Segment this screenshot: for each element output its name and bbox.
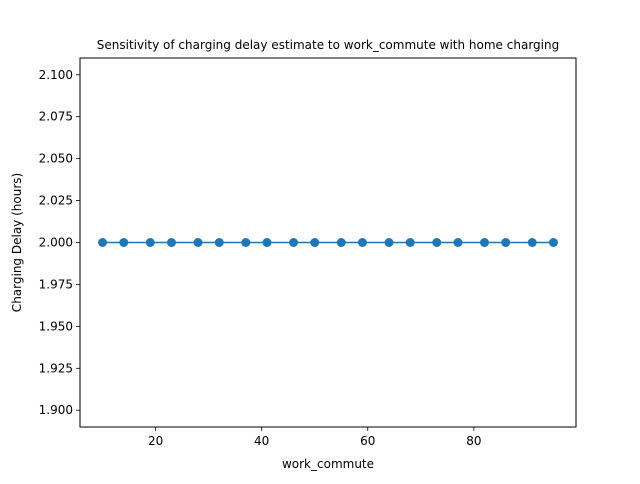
y-tick-label: 2.050 [39, 152, 73, 166]
y-tick-label: 2.100 [39, 68, 73, 82]
chart-title: Sensitivity of charging delay estimate t… [97, 38, 559, 52]
data-point [501, 238, 511, 247]
data-point [193, 238, 203, 247]
x-tick-label: 20 [148, 434, 163, 448]
data-point [145, 238, 155, 247]
y-tick-label: 1.925 [39, 361, 73, 375]
y-axis: 1.900 1.925 1.950 1.975 2.000 2.025 2.050 2.075… [39, 68, 80, 417]
y-tick-label: 1.900 [39, 403, 73, 417]
plot-area [98, 238, 558, 247]
data-point [357, 238, 367, 247]
data-point [405, 238, 415, 247]
data-point [453, 238, 463, 247]
y-tick-label: 1.950 [39, 319, 73, 333]
data-point [167, 238, 177, 247]
x-tick-label: 40 [254, 434, 269, 448]
data-point [527, 238, 537, 247]
data-point [119, 238, 129, 247]
y-tick-label: 2.025 [39, 194, 73, 208]
y-axis-label: Charging Delay (hours) [10, 173, 24, 312]
data-point [262, 238, 272, 247]
data-point [548, 238, 558, 247]
data-point [214, 238, 224, 247]
data-point [384, 238, 394, 247]
data-point [310, 238, 320, 247]
x-tick-label: 80 [466, 434, 481, 448]
x-tick-label: 60 [360, 434, 375, 448]
y-tick-label: 1.975 [39, 277, 73, 291]
data-point [479, 238, 489, 247]
x-axis-label: work_commute [282, 457, 374, 471]
data-point [98, 238, 108, 247]
data-point [289, 238, 299, 247]
data-point [336, 238, 346, 247]
data-point [241, 238, 251, 247]
y-tick-label: 2.000 [39, 236, 73, 250]
x-axis: 20 40 60 80 [148, 427, 482, 448]
data-point [432, 238, 442, 247]
y-tick-label: 2.075 [39, 110, 73, 124]
